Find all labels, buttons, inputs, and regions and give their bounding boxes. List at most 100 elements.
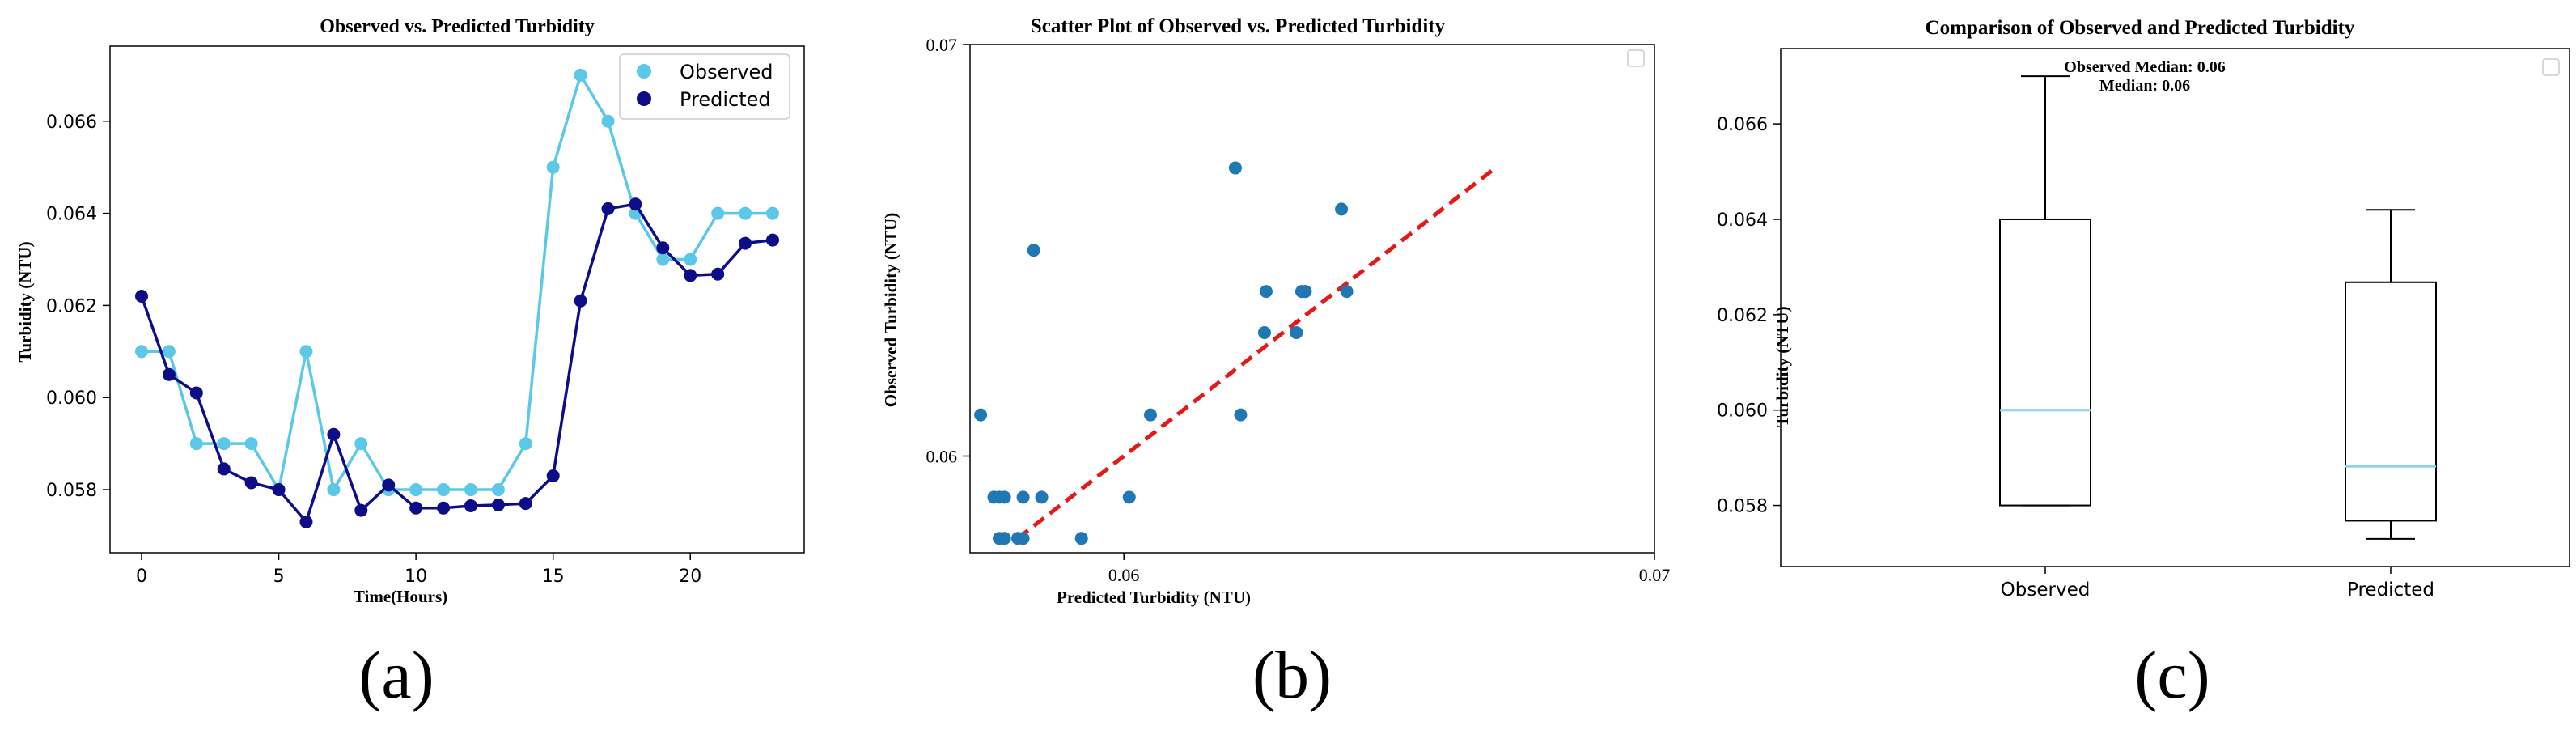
legend-label-observed: Observed [680, 61, 773, 83]
data-point-predicted [409, 501, 423, 515]
data-point-observed [437, 483, 451, 497]
data-point-predicted [684, 269, 697, 282]
data-point-predicted [162, 367, 176, 381]
scatter-point [1016, 532, 1030, 545]
scatter-point [1143, 408, 1157, 422]
scatter-point [998, 532, 1011, 545]
scatter-point [1299, 285, 1312, 299]
x-tick-label-observed: Observed [2001, 579, 2091, 601]
panel-c-legend-box [2542, 58, 2560, 76]
y-tick-label: 0.060 [1717, 401, 1768, 422]
scatter-point [1016, 490, 1030, 504]
y-tick-label: 0.062 [46, 296, 97, 316]
x-tick-label: 5 [273, 567, 285, 587]
panel-c-y-ticks: 0.058 0.060 0.062 0.064 0.066 [1717, 115, 1781, 517]
x-tick-label: 0.06 [1108, 565, 1140, 585]
panel-a-x-ticks: 0 5 10 15 20 [136, 553, 701, 587]
scatter-point [1074, 532, 1088, 545]
x-tick-label: 0 [136, 567, 147, 587]
panel-b-label: (b) [1252, 638, 1332, 713]
data-point-observed [299, 345, 313, 359]
y-tick-label: 0.060 [46, 388, 97, 409]
scatter-point [1228, 161, 1242, 175]
y-tick-label: 0.064 [46, 205, 97, 225]
y-tick-label: 0.058 [46, 481, 97, 501]
panel-c-boxes [1999, 75, 2437, 540]
data-point-predicted [382, 478, 396, 492]
panel-a: Observed vs. Predicted Turbidity 0 5 10 15 2… [15, 16, 805, 713]
data-point-observed [162, 345, 176, 359]
data-point-predicted [354, 503, 368, 517]
data-point-observed [217, 437, 231, 451]
panel-b-reference-line [1016, 166, 1497, 541]
panel-b-points [974, 161, 1354, 545]
scatter-point [1027, 244, 1040, 257]
panel-c: Comparison of Observed and Predicted Tur… [1717, 17, 2570, 713]
data-point-predicted [189, 386, 203, 400]
y-tick-label: 0.058 [1717, 497, 1768, 517]
panel-b: Scatter Plot of Observed vs. Predicted T… [881, 15, 1670, 713]
data-point-observed [739, 206, 752, 220]
data-point-observed [711, 206, 725, 220]
panel-b-y-axis-label: Observed Turbidity (NTU) [881, 213, 900, 407]
x-tick-label: 15 [542, 567, 565, 587]
data-point-predicted [601, 202, 615, 215]
data-point-observed [684, 253, 697, 266]
legend-marker-predicted [637, 91, 651, 106]
x-tick-label: 10 [405, 567, 427, 587]
y-tick-label: 0.062 [1717, 306, 1768, 326]
panel-c-plot-frame [1780, 48, 2570, 567]
panel-a-legend-box [619, 53, 790, 120]
data-point-observed [327, 483, 341, 497]
panel-a-plot-frame [109, 45, 805, 554]
panel-c-title: Comparison of Observed and Predicted Tur… [1926, 17, 2355, 39]
x-tick-label-predicted: Predicted [2347, 579, 2434, 601]
annotation-observed-median: Observed Median: 0.06 [2064, 58, 2225, 76]
legend-label-predicted: Predicted [680, 88, 771, 111]
data-point-observed [491, 483, 505, 497]
series-line-predicted [140, 202, 773, 525]
scatter-point [1035, 490, 1049, 504]
data-point-predicted [546, 469, 560, 482]
panel-a-y-axis-label: Turbidity (NTU) [15, 241, 35, 362]
panel-b-x-ticks: 0.06 0.07 [1108, 553, 1670, 585]
panel-b-title: Scatter Plot of Observed vs. Predicted T… [1031, 15, 1446, 37]
data-point-predicted [299, 515, 313, 528]
data-point-predicted [739, 236, 752, 250]
data-point-observed [574, 68, 587, 82]
x-tick-label: 20 [679, 567, 701, 587]
panel-c-x-ticks: Observed Predicted [2001, 567, 2434, 601]
data-point-predicted [464, 499, 477, 512]
data-point-predicted [244, 476, 258, 490]
panel-b-y-ticks: 0.06 0.07 [926, 35, 970, 467]
data-point-predicted [491, 498, 505, 511]
y-tick-label: 0.066 [1717, 115, 1768, 135]
annotation-median: Median: 0.06 [2099, 77, 2190, 95]
data-point-predicted [574, 294, 587, 308]
scatter-point [1259, 285, 1273, 299]
data-point-observed [464, 483, 477, 497]
panel-a-label: (a) [358, 638, 434, 713]
data-point-observed [409, 483, 423, 497]
panel-a-x-axis-label: Time(Hours) [354, 587, 447, 606]
scatter-point [1290, 325, 1303, 339]
scatter-point [1340, 285, 1354, 299]
data-point-predicted [437, 501, 451, 515]
data-point-observed [656, 253, 670, 266]
data-point-predicted [519, 497, 532, 511]
panel-c-y-axis-label: Turbidity (NTU) [1773, 306, 1792, 427]
data-point-predicted [656, 241, 670, 255]
panel-c-label: (c) [2134, 638, 2210, 713]
panel-b-plot-frame [969, 44, 1655, 554]
data-point-predicted [135, 290, 148, 303]
panel-a-series [135, 68, 779, 528]
data-point-observed [546, 160, 560, 174]
data-point-predicted [629, 197, 642, 211]
scatter-point [1122, 490, 1136, 504]
y-tick-label: 0.07 [926, 35, 958, 55]
data-point-observed [135, 345, 148, 359]
scatter-point [1234, 408, 1248, 422]
data-point-observed [601, 114, 615, 128]
panel-b-legend-box [1627, 49, 1645, 67]
